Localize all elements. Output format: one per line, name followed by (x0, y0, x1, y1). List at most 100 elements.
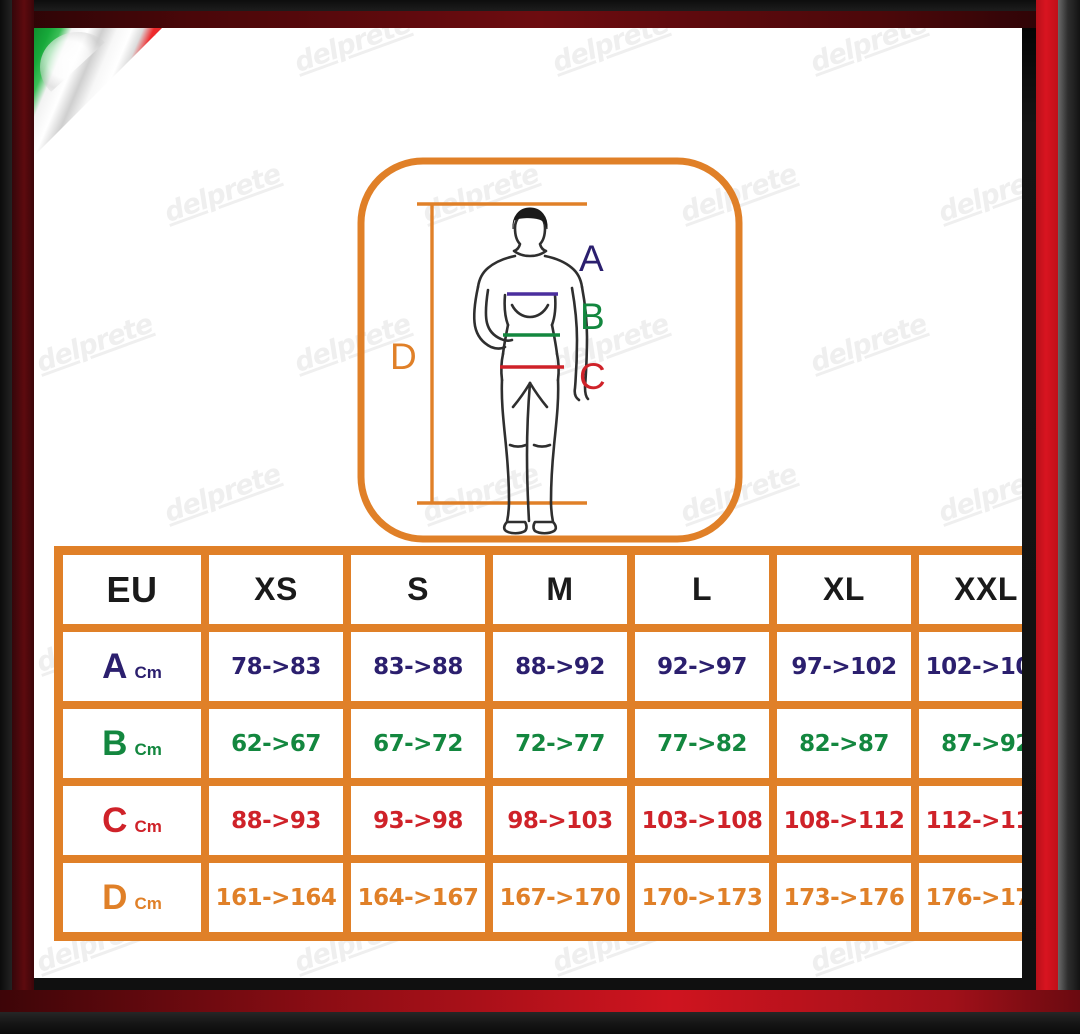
row-unit-label: Cm (134, 739, 162, 759)
measurement-value: 88->93 (231, 807, 321, 834)
watermark-text: delprete (290, 28, 415, 79)
frame-top-red-edge (0, 11, 1080, 28)
body-measurement-diagram: A B C D (355, 155, 745, 545)
header-size-label: XS (254, 571, 298, 607)
measurement-value: 98->103 (507, 807, 613, 834)
header-cell-xl: XL (773, 551, 915, 628)
watermark-text: delprete (548, 28, 673, 79)
table-cell: 108->112 (773, 782, 915, 859)
frame-left-dark-edge (0, 0, 12, 1034)
measurement-value: 108->112 (783, 807, 905, 834)
table-cell: 83->88 (347, 628, 489, 705)
flag-triangle (34, 28, 162, 156)
measurement-value: 87->92 (941, 730, 1022, 757)
measurement-value: 164->167 (357, 884, 479, 911)
measurement-value: 103->108 (641, 807, 763, 834)
watermark-text: delprete (34, 28, 157, 79)
frame-right-grey-edge (1058, 0, 1080, 1034)
size-chart-card: delprete delprete delprete delprete delprete… (34, 28, 1022, 978)
measurement-value: 78->83 (231, 653, 321, 680)
label-c: C (579, 356, 606, 397)
table-cell: 67->72 (347, 705, 489, 782)
header-cell-s: S (347, 551, 489, 628)
hair-shape (512, 207, 548, 230)
table-cell: 88->93 (205, 782, 347, 859)
header-size-label: XL (823, 571, 865, 607)
table-cell: 98->103 (489, 782, 631, 859)
table-cell: 87->92 (915, 705, 1022, 782)
row-label-letter: D (102, 877, 128, 917)
table-row: A Cm 78->83 83->88 88->92 92->97 97->102 … (59, 628, 1022, 705)
frame-bottom-dark-edge (0, 1012, 1080, 1034)
table-cell: 112->115 (915, 782, 1022, 859)
measurement-value: 97->102 (791, 653, 897, 680)
label-a: A (579, 238, 604, 279)
row-label-letter: A (102, 646, 128, 686)
table-cell: 161->164 (205, 859, 347, 936)
measurement-value: 92->97 (657, 653, 747, 680)
table-header-row: EU XS S M L (59, 551, 1022, 628)
measurement-value: 176->179 (925, 884, 1022, 911)
table-cell: 97->102 (773, 628, 915, 705)
measurement-value: 88->92 (515, 653, 605, 680)
table-cell: 167->170 (489, 859, 631, 936)
table-row: C Cm 88->93 93->98 98->103 103->108 108->… (59, 782, 1022, 859)
measurement-value: 72->77 (515, 730, 605, 757)
measurement-value: 170->173 (641, 884, 763, 911)
header-cell-eu: EU (59, 551, 205, 628)
label-b: B (580, 296, 605, 337)
measurement-value: 77->82 (657, 730, 747, 757)
table-cell: 92->97 (631, 628, 773, 705)
table-cell: 77->82 (631, 705, 773, 782)
table-cell: 88->92 (489, 628, 631, 705)
frame-top-dark-edge (0, 0, 1080, 11)
row-unit-label: Cm (134, 662, 162, 682)
watermark-text: delprete (160, 158, 285, 229)
table-cell: 164->167 (347, 859, 489, 936)
header-size-label: XXL (954, 571, 1018, 607)
header-cell-l: L (631, 551, 773, 628)
table-cell: 103->108 (631, 782, 773, 859)
size-table: EU XS S M L (54, 546, 1022, 941)
measurement-value: 167->170 (499, 884, 621, 911)
measurement-value: 62->67 (231, 730, 321, 757)
table-row: B Cm 62->67 67->72 72->77 77->82 82->87 8… (59, 705, 1022, 782)
row-label-cell-d: D Cm (59, 859, 205, 936)
measurement-value: 82->87 (799, 730, 889, 757)
frame-bottom-red-edge (0, 990, 1080, 1012)
row-label-cell-b: B Cm (59, 705, 205, 782)
header-eu-label: EU (106, 568, 158, 610)
row-label-letter: C (102, 800, 128, 840)
table-cell: 176->179 (915, 859, 1022, 936)
measurement-value: 102->107 (925, 653, 1022, 680)
watermark-text: delprete (806, 308, 931, 379)
watermark-text: delprete (934, 458, 1022, 529)
row-label-cell-a: A Cm (59, 628, 205, 705)
measurement-value: 93->98 (373, 807, 463, 834)
female-body-silhouette (472, 210, 590, 535)
flag-highlight (40, 32, 116, 102)
d-measure-bracket (417, 202, 587, 505)
measurement-value: 161->164 (215, 884, 337, 911)
table-cell: 72->77 (489, 705, 631, 782)
measurement-value: 67->72 (373, 730, 463, 757)
watermark-text: delprete (806, 28, 931, 79)
header-cell-xs: XS (205, 551, 347, 628)
row-unit-label: Cm (134, 816, 162, 836)
header-size-label: S (407, 571, 429, 607)
table-row: D Cm 161->164 164->167 167->170 170->173 … (59, 859, 1022, 936)
italian-flag-ribbon-icon (34, 28, 162, 156)
header-cell-xxl: XXL (915, 551, 1022, 628)
row-label-cell-c: C Cm (59, 782, 205, 859)
measurement-value: 173->176 (783, 884, 905, 911)
row-label-letter: B (102, 723, 128, 763)
table-cell: 82->87 (773, 705, 915, 782)
table-cell: 102->107 (915, 628, 1022, 705)
frame-left-red-edge (12, 0, 34, 1034)
table-cell: 62->67 (205, 705, 347, 782)
header-size-label: M (546, 571, 574, 607)
table-cell: 93->98 (347, 782, 489, 859)
table-cell: 170->173 (631, 859, 773, 936)
measurement-value: 112->115 (925, 807, 1022, 834)
